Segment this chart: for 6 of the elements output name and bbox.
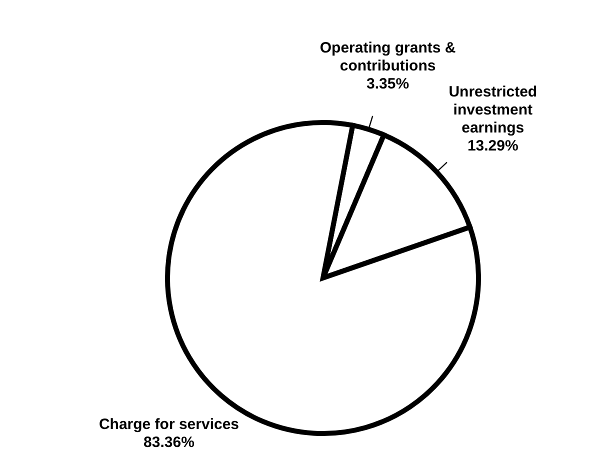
data-label: 83.36% <box>144 434 194 452</box>
slice-label: Charge for services <box>98 416 240 434</box>
slice-label: Operating grants & contributions <box>320 40 456 75</box>
slice-label: Unrestricted investment earnings <box>448 84 538 137</box>
data-label: 3.35% <box>366 76 410 93</box>
data-label: 13.29% <box>467 138 518 155</box>
